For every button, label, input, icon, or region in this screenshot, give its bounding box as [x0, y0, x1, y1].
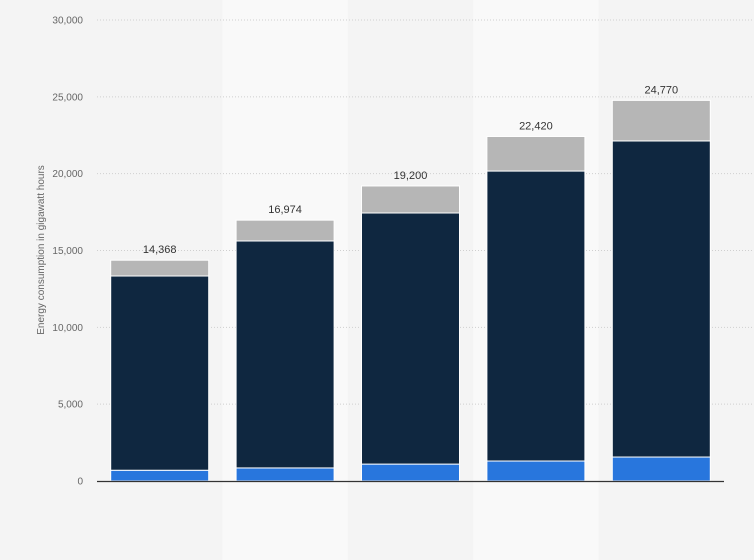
y-tick-label: 5,000 [58, 400, 83, 411]
y-tick-label: 15,000 [52, 246, 83, 257]
bar-segment-1 [486, 170, 586, 462]
y-axis-label: Energy consumption in gigawatt hours [36, 165, 47, 335]
bar-segment-1 [110, 275, 210, 471]
y-tick-label: 0 [77, 477, 83, 488]
bar-segment-2 [611, 99, 711, 142]
bar-segment-1 [235, 240, 335, 469]
bar-segment-1 [611, 140, 711, 458]
y-tick-label: 10,000 [52, 323, 83, 334]
bar-segment-0 [361, 463, 460, 482]
y-tick-label: 25,000 [52, 92, 83, 103]
bar-total-label: 22,420 [519, 120, 553, 132]
bar-total-label: 24,770 [644, 84, 678, 96]
bar-segment-0 [110, 469, 210, 482]
bar-segment-0 [235, 467, 335, 482]
y-tick-label: 30,000 [52, 16, 83, 27]
bar-segment-0 [611, 456, 711, 482]
bar-segment-0 [486, 460, 586, 482]
bar-total-label: 14,368 [143, 244, 177, 256]
bar-total-label: 16,974 [268, 204, 302, 216]
bar-segment-1 [361, 212, 460, 465]
bar-segment-2 [110, 259, 210, 277]
bar-segment-2 [235, 219, 335, 242]
bar-segment-2 [361, 185, 460, 214]
y-tick-label: 20,000 [52, 169, 83, 180]
bar-total-label: 19,200 [394, 170, 428, 182]
bar-segment-2 [486, 135, 586, 172]
